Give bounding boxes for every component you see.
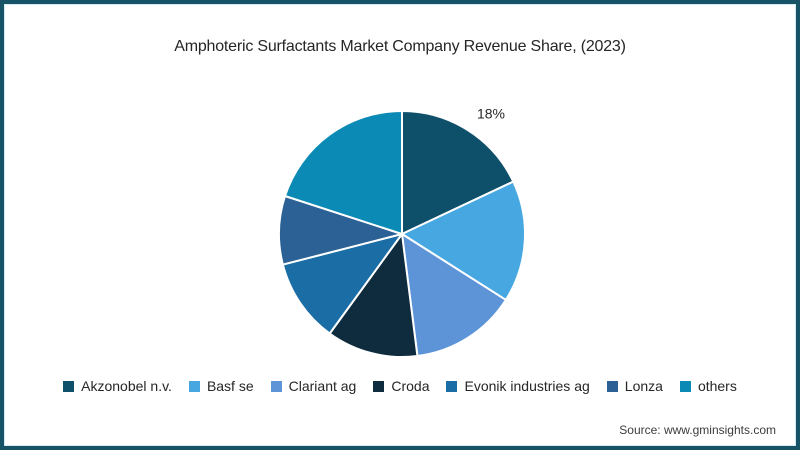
pie-slice-akzonobel-n-v <box>401 110 515 235</box>
pie-slice-basf-se <box>401 180 526 301</box>
chart-legend: Akzonobel n.v. Basf se Clariant ag Croda Evo… <box>4 378 796 394</box>
legend-swatch-icon <box>606 380 618 392</box>
legend-item-akzonobel-n-v: Akzonobel n.v. <box>63 378 172 394</box>
legend-label: Basf se <box>206 378 254 394</box>
source-attribution: Source: www.gminsights.com <box>619 423 776 437</box>
legend-item-others: others <box>679 378 737 394</box>
legend-label: Croda <box>391 378 430 394</box>
legend-swatch-icon <box>63 380 75 392</box>
pie-slice-clariant-ag <box>401 233 507 358</box>
legend-item-lonza: Lonza <box>606 378 663 394</box>
legend-label: others <box>697 378 737 394</box>
chart-title: Amphoteric Surfactants Market Company Re… <box>174 38 626 55</box>
legend-swatch-icon <box>188 380 200 392</box>
legend-label: Lonza <box>624 378 663 394</box>
legend-label: Clariant ag <box>288 378 357 394</box>
legend-swatch-icon <box>270 380 282 392</box>
legend-item-evonik-industries-ag: Evonik industries ag <box>446 378 590 394</box>
legend-swatch-icon <box>446 380 458 392</box>
pie-slice-evonik-industries-ag <box>281 233 403 335</box>
legend-label: Evonik industries ag <box>464 378 590 394</box>
legend-item-basf-se: Basf se <box>188 378 254 394</box>
slice-value-label: 18% <box>477 105 505 121</box>
legend-label: Akzonobel n.v. <box>81 378 172 394</box>
legend-swatch-icon <box>679 380 691 392</box>
legend-swatch-icon <box>373 380 385 392</box>
pie-slice-others <box>284 110 403 235</box>
pie-slice-croda <box>328 233 419 358</box>
legend-item-croda: Croda <box>373 378 429 394</box>
legend-item-clariant-ag: Clariant ag <box>270 378 357 394</box>
pie-chart: 18% <box>278 105 526 358</box>
